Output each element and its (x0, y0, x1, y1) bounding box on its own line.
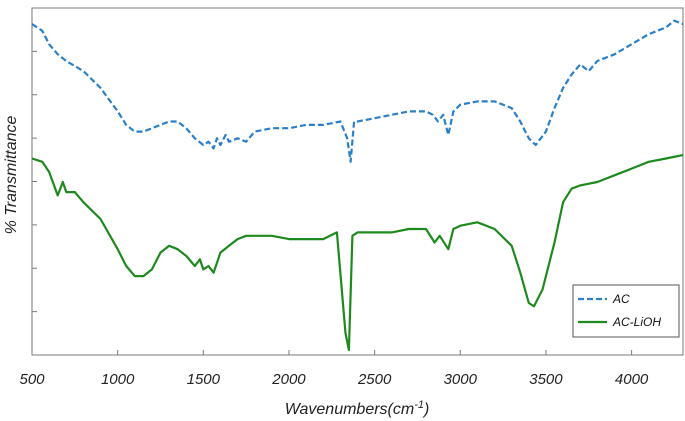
series-line-ac (31, 19, 684, 163)
x-axis-label-superscript: -1 (414, 399, 424, 411)
legend-label-ac-lioh: AC-LiOH (612, 315, 661, 329)
legend: AC AC-LiOH (572, 284, 680, 338)
x-tick-label: 4000 (615, 371, 649, 388)
x-tick-label: 3500 (529, 371, 563, 388)
x-tick-label: 500 (19, 371, 45, 388)
legend-box (572, 284, 680, 338)
x-tick-label: 3000 (444, 371, 478, 388)
y-axis-label: % Transmittance (3, 115, 20, 234)
x-axis-label-close: ) (422, 401, 429, 418)
x-tick-label: 2000 (271, 371, 306, 388)
x-tick-label: 1000 (101, 371, 135, 388)
x-tick-label: 2500 (357, 371, 392, 388)
series-lines (31, 19, 684, 352)
y-axis-ticks (32, 50, 37, 313)
x-axis-ticks: 500 1000 1500 2000 2500 3000 3500 4000 (19, 350, 649, 388)
x-axis-label: Wavenumbers(cm-1) (285, 399, 430, 418)
legend-label-ac: AC (612, 292, 630, 306)
x-tick-label: 1500 (187, 371, 221, 388)
x-axis-label-main: Wavenumbers(cm (285, 401, 415, 418)
series-line-ac-lioh (31, 154, 684, 352)
